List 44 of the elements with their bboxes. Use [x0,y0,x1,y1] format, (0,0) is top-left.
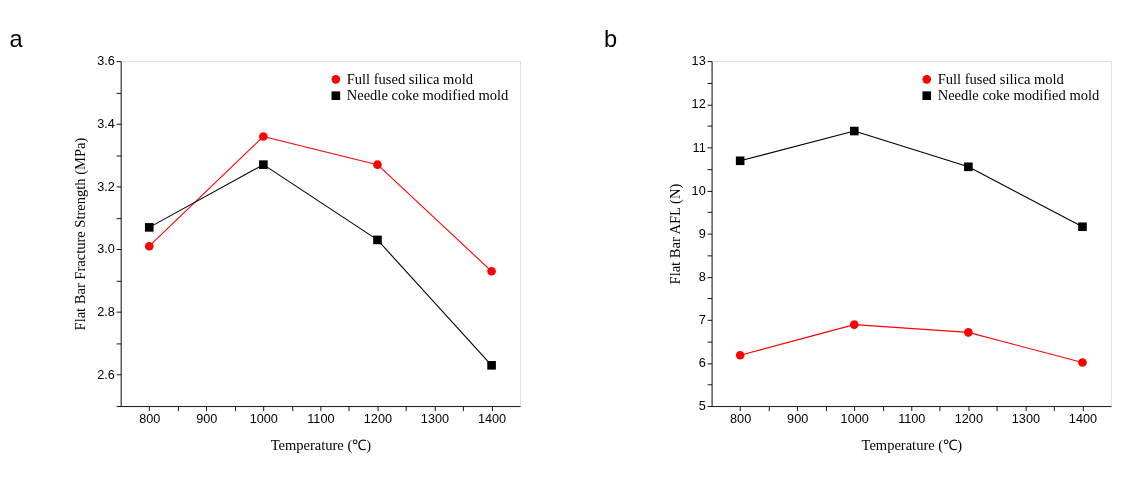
y-tick-label: 7 [698,312,706,327]
x-tick-label: 900 [787,411,809,426]
y-tick-label: 3.4 [97,116,115,131]
y-tick-label: 13 [691,54,706,69]
y-tick-label: 3.2 [97,179,115,194]
x-tick-label: 800 [730,411,752,426]
x-tick-label: 1200 [954,411,983,426]
y-tick-label: 5 [698,399,706,414]
y-tick-label: 11 [692,140,706,155]
x-axis-title: Temperature (℃) [861,437,963,455]
point [1078,358,1087,367]
legend-label: Needle coke modified mold [937,87,1101,104]
point [144,223,154,232]
x-tick-label: 1100 [898,411,926,426]
y-tick-label: 2.8 [97,305,115,320]
x-axis-title: Temperature (℃) [270,437,372,455]
y-axis-title: Flat Bar Fracture Strength (MPa) [72,137,90,331]
x-tick-label: 1400 [1068,411,1098,426]
x-tick-label: 1200 [363,411,393,426]
x-tick-label: 1000 [249,411,278,426]
y-tick-label: 2.6 [97,367,115,382]
point [487,266,496,276]
y-tick-label: 8 [698,269,706,284]
x-tick-label: 1100 [307,411,335,426]
y-tick-label: 3.6 [97,54,115,69]
chart-title: b [604,25,618,52]
y-axis-title: Flat Bar AFL (N) [666,183,684,285]
x-tick-label: 1000 [840,411,869,426]
y-tick-label: 9 [698,226,706,241]
y-tick-label: 12 [691,97,706,112]
y-tick-label: 10 [691,183,706,198]
y-tick-label: 6 [698,356,706,371]
x-tick-label: 900 [196,411,218,426]
legend-label: Needle coke modified mold [346,87,510,104]
x-tick-label: 800 [139,411,161,426]
x-tick-label: 1300 [1011,411,1040,426]
x-tick-label: 1300 [420,411,450,426]
legend-label: Full fused silica mold [937,70,1065,87]
legend-label: Full fused silica mold [346,70,474,87]
point [1078,222,1087,232]
chart-title: a [9,25,24,52]
point [487,361,496,370]
x-tick-label: 1400 [477,411,507,426]
y-tick-label: 3.0 [97,242,115,257]
